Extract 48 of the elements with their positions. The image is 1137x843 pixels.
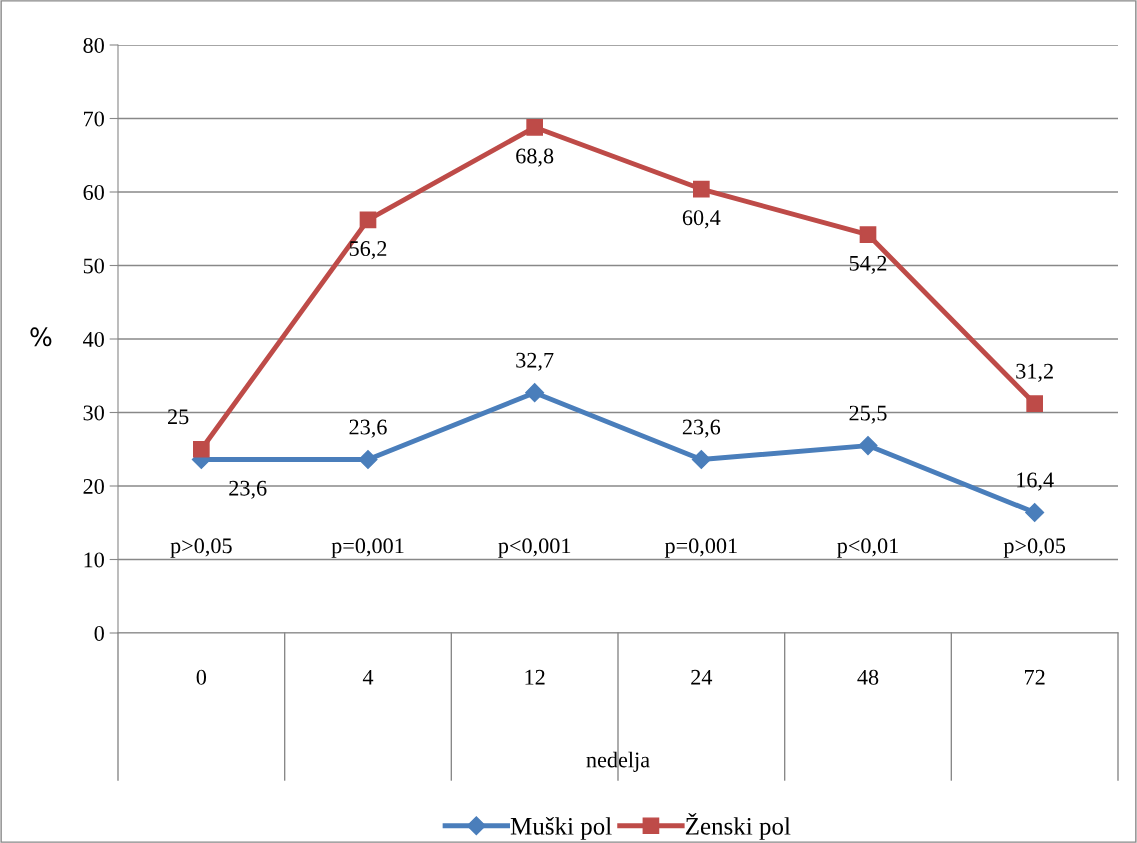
x-tick-label: 0 xyxy=(196,669,207,685)
x-tick-label: 48 xyxy=(857,669,879,685)
y-tick-label: 80 xyxy=(83,37,104,53)
y-tick-label: 30 xyxy=(83,405,104,421)
legend-label: Ženski pol xyxy=(685,813,791,840)
x-tick-label: 24 xyxy=(691,669,713,685)
annotation: p<0,001 xyxy=(498,538,571,558)
data-label: 23,6 xyxy=(682,419,721,438)
point xyxy=(692,180,710,198)
y-tick-label: 0 xyxy=(94,625,104,641)
point xyxy=(525,383,545,403)
data-label: 68,8 xyxy=(516,148,554,167)
point xyxy=(192,440,210,458)
point xyxy=(526,118,544,136)
data-label: 60,4 xyxy=(682,210,721,229)
y-tick-label: 70 xyxy=(84,111,104,127)
data-label: 56,2 xyxy=(349,241,387,260)
x-axis-title: nedelja xyxy=(586,751,650,772)
data-label: 54,2 xyxy=(849,255,887,274)
point xyxy=(859,226,877,243)
y-axis-title: % xyxy=(30,327,52,347)
y-tick-label: 40 xyxy=(83,331,104,347)
annotation: p>0,05 xyxy=(1003,538,1066,558)
annotation: p=0,001 xyxy=(331,538,404,558)
data-label: 25,5 xyxy=(849,405,887,424)
annotation: p>0,05 xyxy=(170,538,232,558)
data-label: 23,6 xyxy=(349,419,387,438)
data-label: 32,7 xyxy=(516,352,554,371)
annotation: p<0,01 xyxy=(837,538,898,558)
data-label: 16,4 xyxy=(1017,472,1054,491)
point xyxy=(691,450,711,470)
point xyxy=(359,211,377,229)
point xyxy=(1025,502,1045,522)
point xyxy=(358,450,378,470)
data-label: 25 xyxy=(168,409,189,425)
legend-label: Muški pol xyxy=(510,817,612,840)
annotation: p=0,001 xyxy=(664,538,737,558)
x-tick-label: 72 xyxy=(1025,669,1045,685)
point xyxy=(1026,395,1044,413)
y-tick-label: 20 xyxy=(83,478,104,494)
y-tick-label: 50 xyxy=(83,258,104,274)
x-tick-label: 4 xyxy=(362,669,374,685)
y-tick-label: 60 xyxy=(83,184,104,200)
x-tick-label: 12 xyxy=(525,669,545,685)
data-label: 23,6 xyxy=(229,480,267,499)
point xyxy=(858,436,878,456)
data-label: 31,2 xyxy=(1016,363,1053,382)
y-tick-label: 10 xyxy=(84,552,104,568)
